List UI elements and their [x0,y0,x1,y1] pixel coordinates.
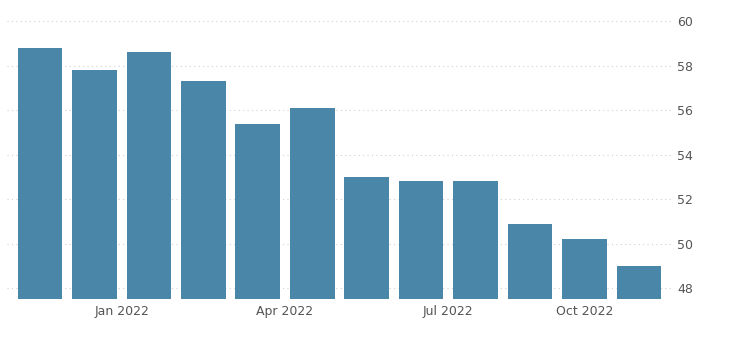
Bar [562,239,607,299]
Bar [181,81,226,299]
Bar [126,52,172,299]
Bar [236,123,280,299]
Bar [345,177,389,299]
Bar [453,181,498,299]
Bar [290,108,334,299]
Bar [617,266,661,299]
Bar [18,48,62,299]
Bar [72,70,117,299]
Bar [399,181,443,299]
Bar [507,224,553,299]
